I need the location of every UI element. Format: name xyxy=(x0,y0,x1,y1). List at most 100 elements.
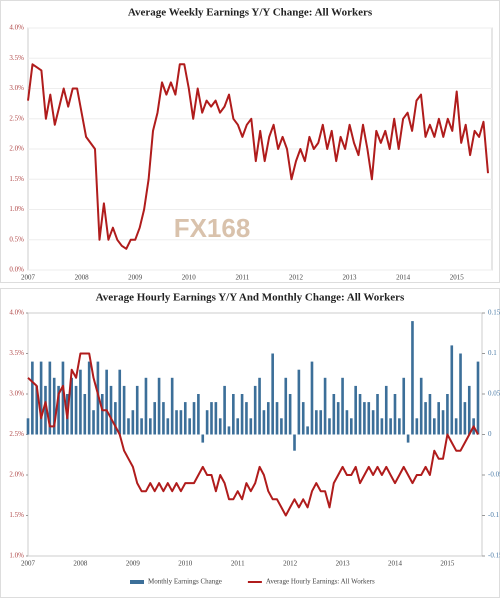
bar xyxy=(39,361,43,435)
bar xyxy=(166,418,170,435)
x-tick-label: 2011 xyxy=(231,560,245,568)
bar xyxy=(310,361,314,435)
bar xyxy=(122,385,126,435)
bar xyxy=(463,402,467,435)
bar xyxy=(26,418,30,435)
y-tick-label: 0.0% xyxy=(9,266,24,274)
y-tick-label: 3.0% xyxy=(9,390,24,398)
bar xyxy=(214,402,218,435)
bar xyxy=(149,418,152,435)
bar xyxy=(188,418,191,435)
bar xyxy=(162,402,165,435)
legend-swatch xyxy=(130,580,144,584)
bar xyxy=(205,410,209,435)
x-tick-label: 2008 xyxy=(73,560,88,568)
x-tick-label: 2007 xyxy=(21,274,36,282)
y-tick-label: 1.5% xyxy=(9,511,24,519)
bar xyxy=(415,418,419,435)
y2-tick-label: 0 xyxy=(488,430,492,438)
panel xyxy=(0,288,500,598)
bar xyxy=(467,385,471,435)
bar xyxy=(380,418,384,435)
bar xyxy=(293,434,296,451)
bar xyxy=(349,418,353,435)
bar xyxy=(44,385,47,435)
bar xyxy=(323,377,327,435)
bar xyxy=(249,418,253,435)
bar xyxy=(459,353,462,435)
bar xyxy=(454,418,458,435)
bar xyxy=(183,402,187,435)
x-tick-label: 2015 xyxy=(450,274,465,282)
bar xyxy=(262,410,266,435)
bar xyxy=(367,402,371,435)
x-tick-label: 2014 xyxy=(396,274,411,282)
bar xyxy=(218,418,222,435)
bar xyxy=(100,394,104,435)
bar xyxy=(127,418,130,435)
chart-title: Average Hourly Earnings Y/Y And Monthly … xyxy=(96,292,405,304)
bar xyxy=(232,394,235,435)
bar xyxy=(476,361,480,435)
bar xyxy=(114,402,117,435)
bar xyxy=(336,402,340,435)
bar xyxy=(315,410,318,435)
y-tick-label: 2.0% xyxy=(9,471,24,479)
bar xyxy=(280,418,283,435)
bar xyxy=(301,402,305,435)
bar xyxy=(87,361,91,435)
bar xyxy=(258,377,261,435)
bar xyxy=(389,418,392,435)
y2-tick-label: -0.05 xyxy=(488,471,500,479)
bar xyxy=(96,361,100,435)
bar xyxy=(297,369,301,435)
y-tick-label: 4.0% xyxy=(9,309,24,317)
y-tick-label: 2.5% xyxy=(9,430,24,438)
bar xyxy=(61,361,65,435)
x-tick-label: 2011 xyxy=(235,274,249,282)
bar xyxy=(393,394,397,435)
y-tick-label: 3.5% xyxy=(9,54,24,62)
bar xyxy=(288,394,292,435)
y2-tick-label: -0.1 xyxy=(488,511,500,519)
bar xyxy=(306,426,309,435)
x-tick-label: 2013 xyxy=(336,560,351,568)
x-tick-label: 2013 xyxy=(343,274,358,282)
bar xyxy=(328,418,331,435)
bar xyxy=(105,369,108,435)
bar xyxy=(398,418,401,435)
bar xyxy=(275,402,279,435)
bar xyxy=(210,402,213,435)
bar xyxy=(446,394,449,435)
bar xyxy=(227,426,231,435)
bar xyxy=(52,377,56,435)
y-tick-label: 1.5% xyxy=(9,175,24,183)
bar xyxy=(157,377,161,435)
bar xyxy=(266,402,270,435)
x-tick-label: 2015 xyxy=(440,560,455,568)
y2-tick-label: 0.1 xyxy=(488,349,497,357)
bar xyxy=(332,394,336,435)
x-tick-label: 2010 xyxy=(178,560,193,568)
bar xyxy=(271,353,274,435)
bar xyxy=(201,434,205,443)
chart-title: Average Weekly Earnings Y/Y Change: All … xyxy=(128,7,373,19)
x-tick-label: 2009 xyxy=(128,274,143,282)
y-tick-label: 3.5% xyxy=(9,349,24,357)
bar xyxy=(284,377,288,435)
bar xyxy=(109,385,113,435)
bar xyxy=(170,377,174,435)
y-tick-label: 4.0% xyxy=(9,24,24,32)
y-tick-label: 2.5% xyxy=(9,114,24,122)
watermark: FX168 xyxy=(174,213,251,243)
bar xyxy=(131,410,135,435)
panel xyxy=(0,0,500,283)
bar xyxy=(240,394,244,435)
bar xyxy=(341,377,344,435)
bar xyxy=(57,385,60,435)
bar xyxy=(175,410,178,435)
bar xyxy=(450,345,454,435)
x-tick-label: 2007 xyxy=(21,560,36,568)
bar xyxy=(441,410,445,435)
bar xyxy=(31,361,34,435)
